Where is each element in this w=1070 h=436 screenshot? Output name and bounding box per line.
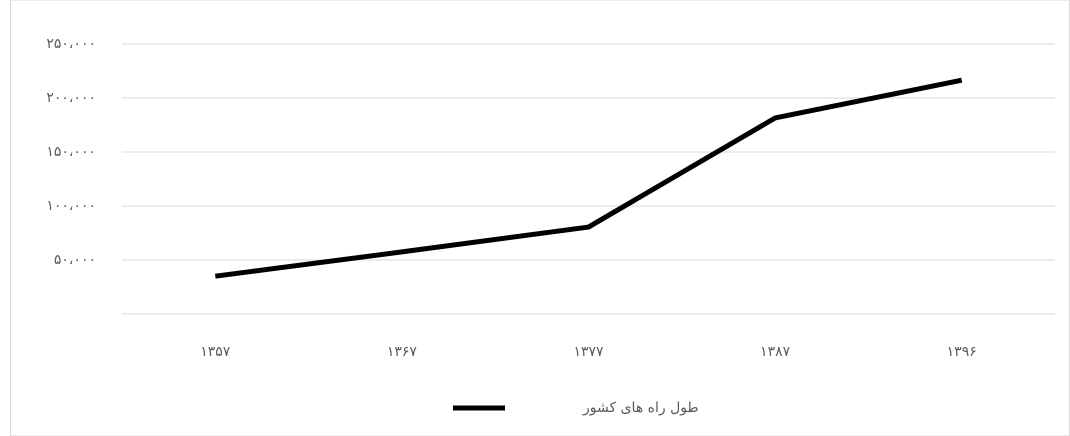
x-tick-label: ۱۳۹۶ (947, 344, 977, 360)
x-tick-label: ۱۳۶۷ (387, 344, 418, 360)
x-tick-label: ۱۳۷۷ (573, 344, 604, 360)
y-tick-label: ۱۰۰،۰۰۰ (46, 198, 96, 214)
y-tick-label: ۲۵۰،۰۰۰ (46, 36, 96, 52)
x-tick-label: ۱۳۵۷ (200, 344, 231, 360)
legend-label: طول راه های کشور (582, 400, 699, 416)
y-tick-label: ۵۰،۰۰۰ (54, 252, 96, 268)
x-tick-label: ۱۳۸۷ (760, 344, 791, 360)
chart-frame (10, 0, 1070, 436)
y-tick-label: ۲۰۰،۰۰۰ (46, 90, 96, 106)
series-line (214, 77, 963, 279)
y-tick-label: ۱۵۰،۰۰۰ (46, 144, 96, 160)
